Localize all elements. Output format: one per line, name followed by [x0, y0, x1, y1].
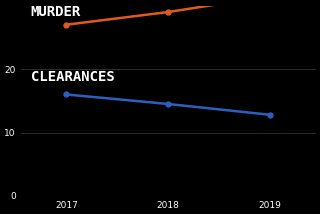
Text: CLEARANCES: CLEARANCES — [31, 70, 115, 84]
Text: MURDER: MURDER — [31, 5, 81, 19]
